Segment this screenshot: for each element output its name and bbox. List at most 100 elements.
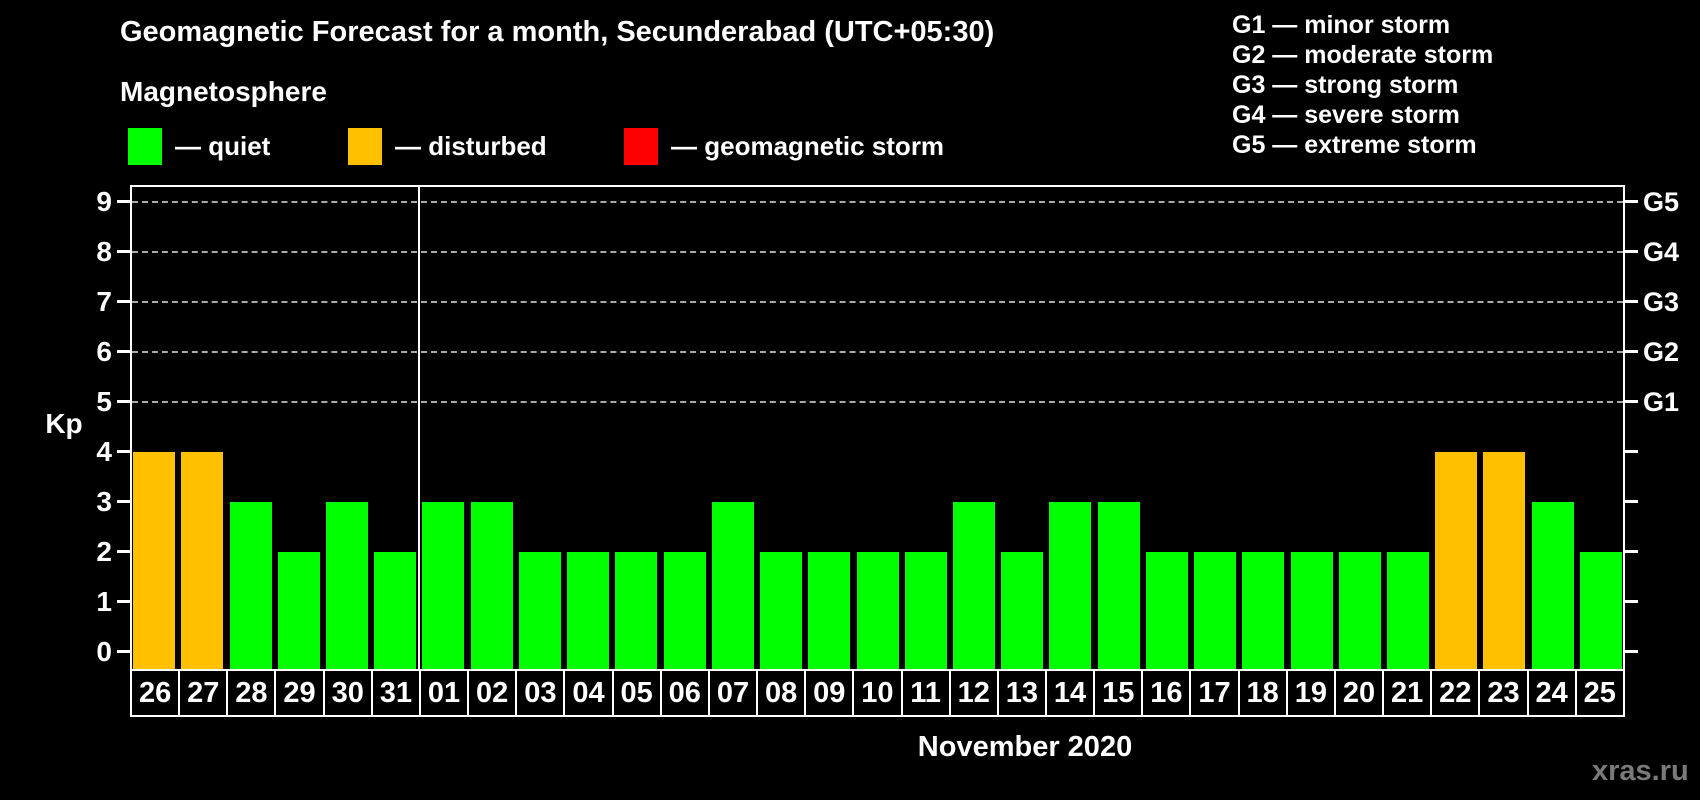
- y-tick-label-1: 1: [96, 586, 112, 617]
- g-legend-line-2: G2 — moderate storm: [1232, 41, 1494, 69]
- day-cell-14: 14: [1047, 671, 1096, 715]
- legend-item-disturbed: — disturbed: [348, 127, 547, 165]
- y-tick-label-9: 9: [96, 186, 112, 217]
- g-legend-line-4: G4 — severe storm: [1232, 101, 1460, 129]
- kp-bar-day-01: [422, 502, 464, 669]
- month-separator-line: [418, 185, 420, 669]
- quiet-swatch: [128, 127, 162, 165]
- kp-bar-day-09: [808, 552, 850, 669]
- y-tick-left-3: [117, 500, 130, 503]
- day-cell-03: 03: [517, 671, 566, 715]
- legend-label-geomagnetic-storm: — geomagnetic storm: [671, 130, 945, 161]
- kp-bar-day-13: [1001, 552, 1043, 669]
- day-cell-19: 19: [1288, 671, 1336, 715]
- y-tick-label-3: 3: [96, 486, 112, 517]
- gridline-kp6: [132, 351, 1623, 353]
- watermark: xras.ru: [1592, 755, 1689, 787]
- kp-bar-day-17: [1194, 552, 1236, 669]
- day-cell-09: 09: [806, 671, 855, 715]
- g-axis-label-G4: G4: [1643, 237, 1680, 267]
- legend-item-quiet: — quiet: [128, 127, 270, 165]
- y-axis-label: Kp: [45, 408, 83, 439]
- day-cell-31: 31: [373, 671, 421, 715]
- day-cell-06: 06: [662, 671, 710, 715]
- y-tick-left-6: [117, 350, 130, 353]
- kp-bar-day-18: [1242, 552, 1284, 669]
- y-tick-left-0: [117, 650, 130, 653]
- day-cell-22: 22: [1432, 671, 1481, 715]
- day-cell-20: 20: [1336, 671, 1385, 715]
- kp-bar-day-29: [278, 552, 320, 669]
- month-label: November 2020: [917, 731, 1133, 763]
- y-tick-label-4: 4: [96, 436, 112, 467]
- day-cell-15: 15: [1095, 671, 1144, 715]
- day-axis: 26 27 28 29 30 31 01 02 03 04 05 06 07 08 09 10 11 12 13 14…: [130, 669, 1625, 717]
- y-tick-right-8: [1625, 250, 1638, 253]
- plot-border-left: [130, 185, 132, 669]
- y-tick-right-5: [1625, 400, 1638, 403]
- kp-bar-day-28: [230, 502, 272, 669]
- day-cell-11: 11: [903, 671, 951, 715]
- legend-item-geomagnetic-storm: — geomagnetic storm: [624, 127, 944, 165]
- kp-bar-day-15: [1098, 502, 1140, 669]
- day-cell-12: 12: [951, 671, 999, 715]
- y-tick-label-7: 7: [96, 286, 112, 317]
- gridline-kp5: [132, 401, 1623, 403]
- y-tick-label-0: 0: [96, 636, 112, 667]
- kp-bar-day-20: [1339, 552, 1381, 669]
- y-tick-label-5: 5: [96, 386, 112, 417]
- day-cell-05: 05: [614, 671, 662, 715]
- day-cell-24: 24: [1529, 671, 1577, 715]
- y-tick-label-8: 8: [96, 236, 112, 267]
- day-cell-17: 17: [1191, 671, 1240, 715]
- kp-bar-day-25: [1580, 552, 1622, 669]
- g-axis-label-G5: G5: [1643, 187, 1680, 217]
- g-legend-line-1: G1 — minor storm: [1232, 11, 1451, 39]
- kp-bar-chart: 0 1 2 3 4 5 G1 6 G2 7 G3 8 G4 9 G5: [96, 185, 1679, 669]
- g-legend-line-5: G5 — extreme storm: [1232, 131, 1477, 159]
- y-tick-right-0: [1625, 650, 1638, 653]
- day-cell-13: 13: [999, 671, 1047, 715]
- y-tick-left-7: [117, 300, 130, 303]
- y-tick-right-2: [1625, 550, 1638, 553]
- plot-border-right: [1623, 185, 1625, 669]
- kp-bar-day-23: [1483, 452, 1525, 669]
- legend-label-disturbed: — disturbed: [395, 130, 547, 161]
- g-axis-label-G2: G2: [1643, 337, 1680, 367]
- gridline-kp9: [132, 201, 1623, 203]
- y-tick-label-2: 2: [96, 536, 112, 567]
- kp-bar-day-02: [471, 502, 513, 669]
- chart-title: Geomagnetic Forecast for a month, Secund…: [120, 16, 995, 48]
- geomagnetic-storm-swatch: [624, 127, 658, 165]
- y-tick-right-9: [1625, 200, 1638, 203]
- day-cell-27: 27: [180, 671, 229, 715]
- kp-bar-day-08: [760, 552, 802, 669]
- day-cell-08: 08: [758, 671, 807, 715]
- kp-bar-day-26: [133, 452, 175, 669]
- day-cell-25: 25: [1583, 676, 1616, 709]
- kp-bar-day-27: [181, 452, 223, 669]
- g-legend-line-3: G3 — strong storm: [1232, 71, 1459, 99]
- y-tick-left-9: [117, 200, 130, 203]
- kp-bar-day-16: [1146, 552, 1188, 669]
- day-cell-28: 28: [228, 671, 277, 715]
- g-scale-legend: G1 — minor storm G2 — moderate storm G3 — …: [1232, 10, 1493, 160]
- day-cell-29: 29: [276, 671, 325, 715]
- y-tick-right-7: [1625, 300, 1638, 303]
- kp-bar-day-12: [953, 502, 995, 669]
- legend-label-quiet: — quiet: [175, 130, 271, 161]
- kp-bar-day-31: [374, 552, 416, 669]
- day-cell-07: 07: [710, 671, 759, 715]
- y-tick-left-1: [117, 600, 130, 603]
- kp-bar-day-14: [1049, 502, 1091, 669]
- kp-bar-day-04: [567, 552, 609, 669]
- kp-bar-day-30: [326, 502, 368, 669]
- kp-bar-day-03: [519, 552, 561, 669]
- y-tick-left-5: [117, 400, 130, 403]
- kp-bar-day-11: [905, 552, 947, 669]
- day-cell-02: 02: [469, 671, 518, 715]
- day-cell-26: 26: [132, 671, 181, 715]
- gridline-kp7: [132, 301, 1623, 303]
- y-tick-right-1: [1625, 600, 1638, 603]
